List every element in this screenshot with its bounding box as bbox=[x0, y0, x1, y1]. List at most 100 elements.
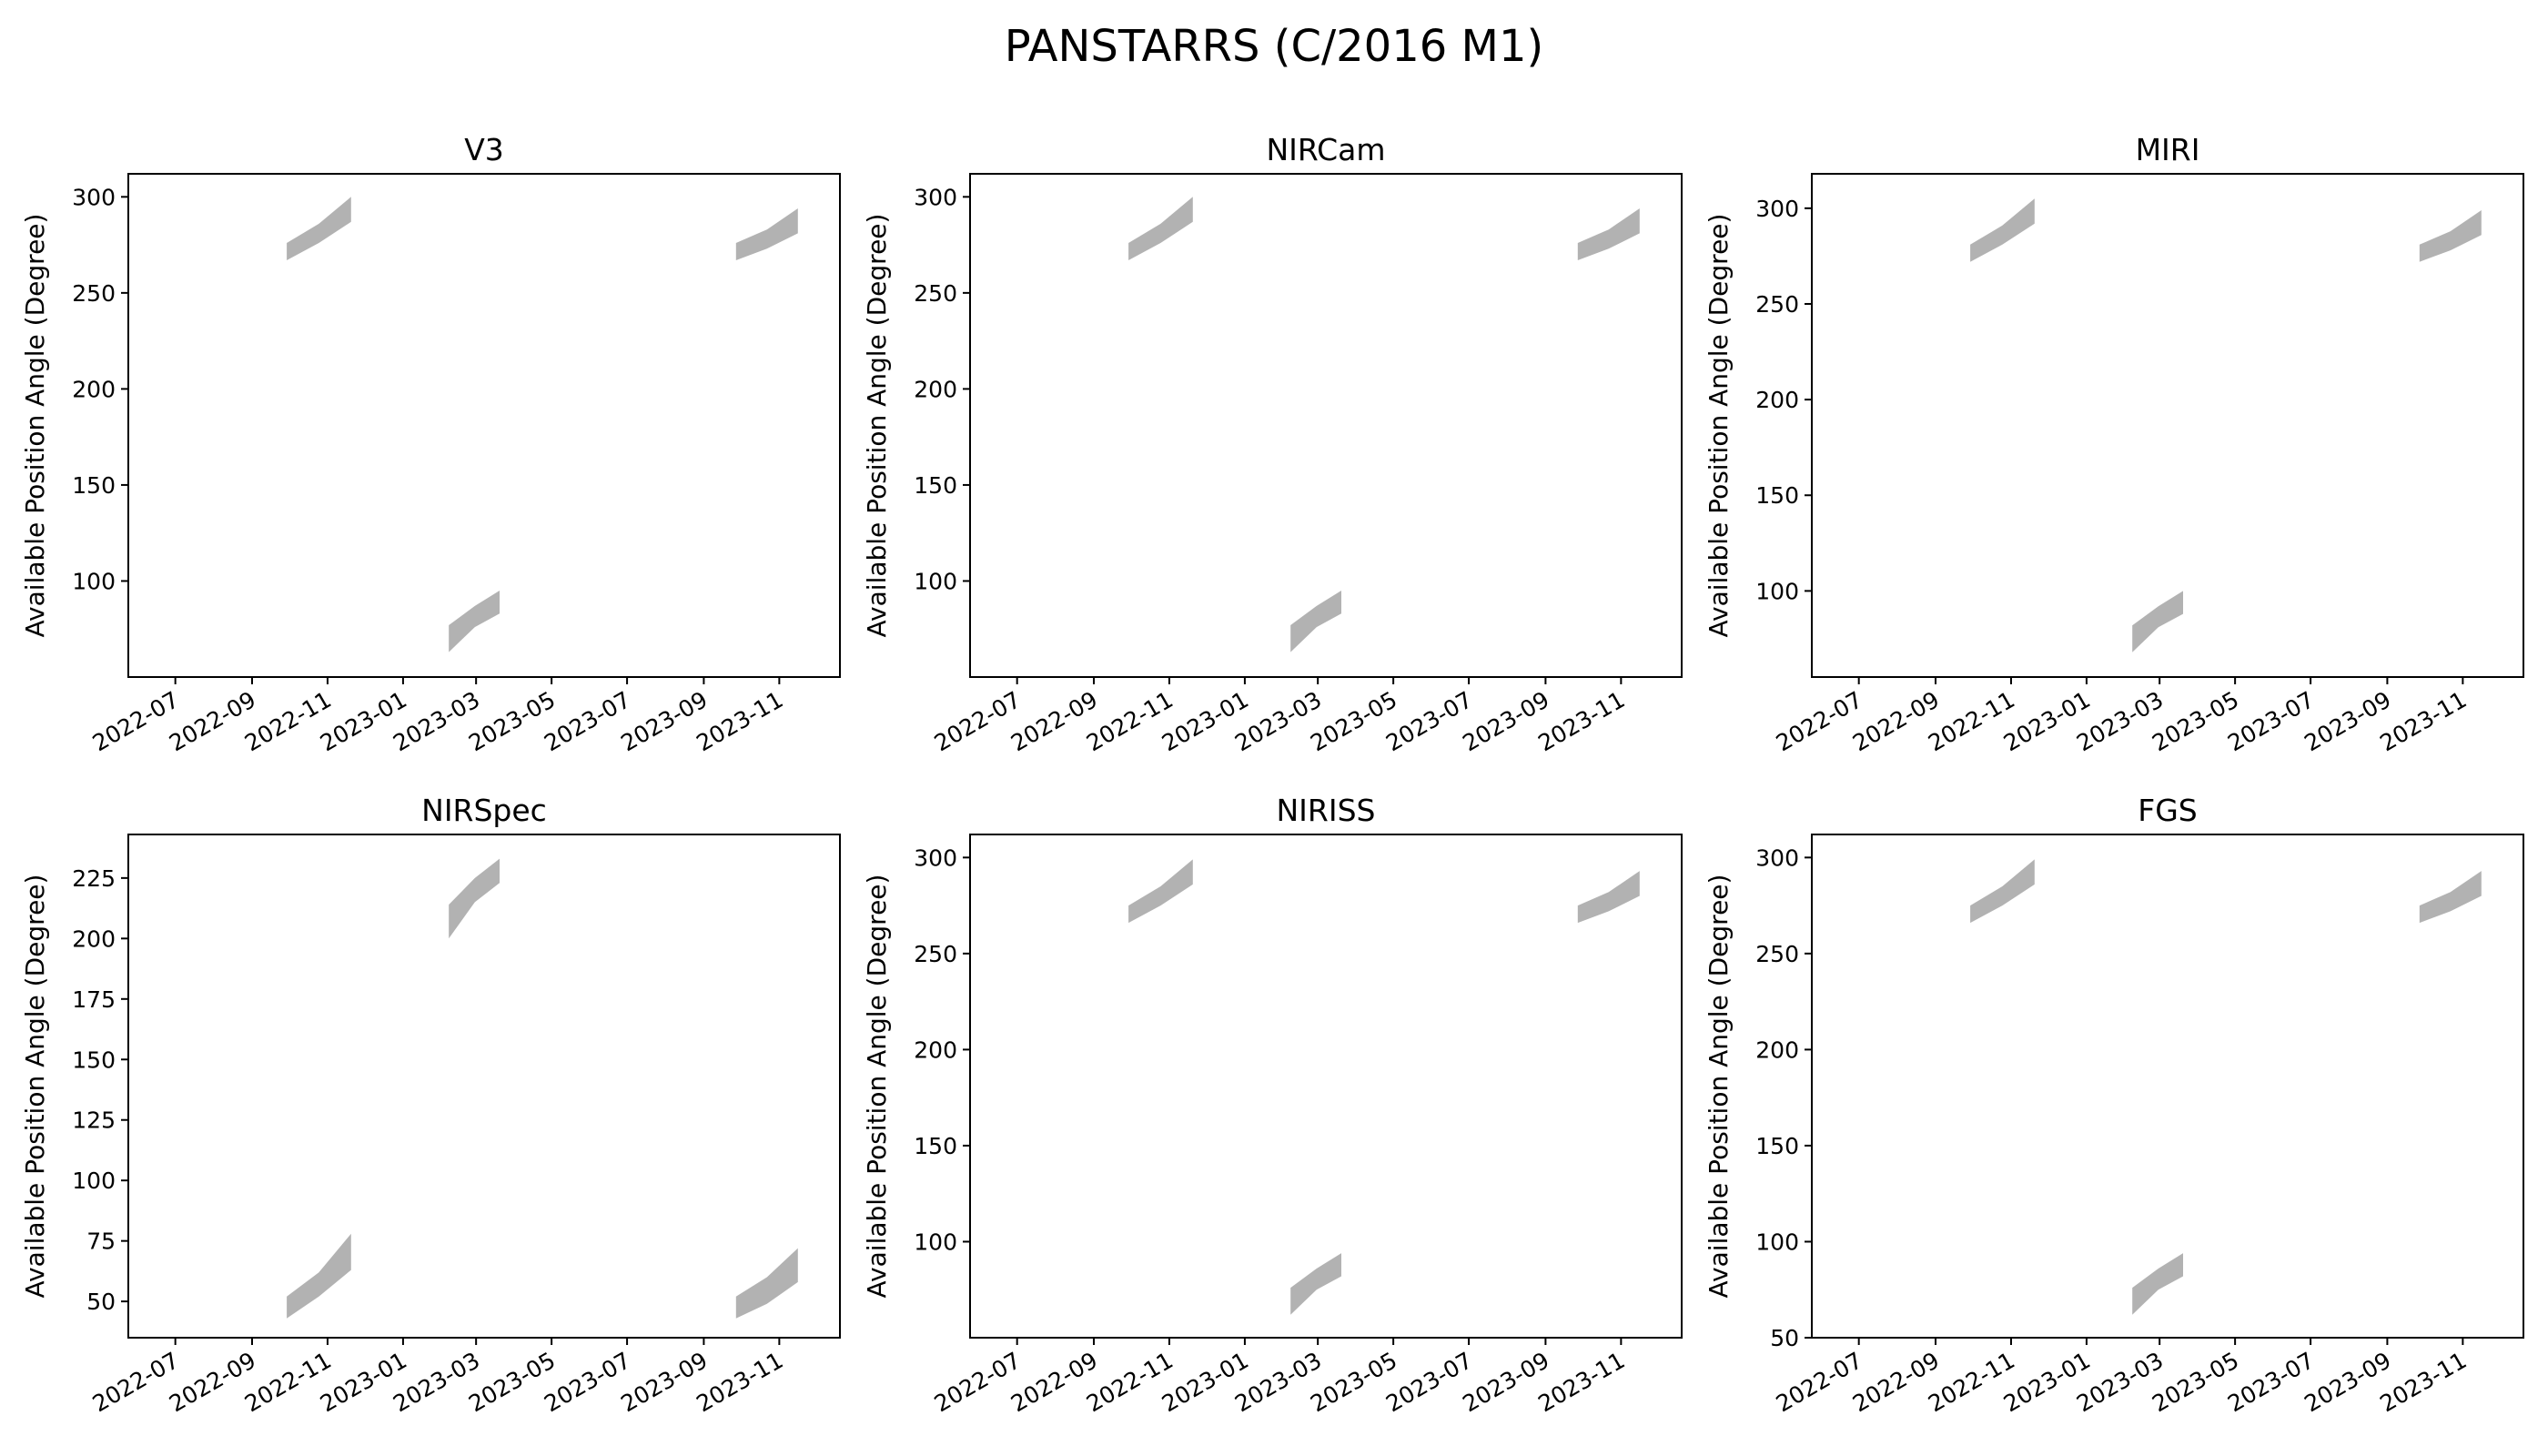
available-range-band bbox=[449, 858, 500, 939]
panels-container: 1001502002503002022-072022-092022-112023… bbox=[20, 132, 2524, 1417]
x-tick-label: 2023-11 bbox=[692, 686, 787, 756]
axes-frame bbox=[969, 834, 1683, 1339]
x-tick-label: 2023-07 bbox=[1381, 686, 1477, 756]
axes-frame bbox=[1811, 834, 2524, 1339]
x-tick-label: 2023-11 bbox=[2375, 686, 2471, 756]
subplot-title: NIRISS bbox=[1277, 793, 1376, 828]
x-tick-label: 2023-11 bbox=[692, 1347, 787, 1417]
available-range-band bbox=[1577, 208, 1640, 260]
y-axis-label: Available Position Angle (Degree) bbox=[20, 214, 50, 638]
x-tick-label: 2023-07 bbox=[2223, 686, 2319, 756]
y-tick-label: 100 bbox=[914, 568, 957, 594]
subplot-title: FGS bbox=[2138, 793, 2198, 828]
x-tick-label: 2023-09 bbox=[616, 1347, 712, 1417]
y-tick-label: 100 bbox=[914, 1228, 957, 1255]
x-tick-label: 2022-11 bbox=[240, 686, 336, 756]
y-tick-label: 200 bbox=[1755, 1036, 1799, 1063]
available-range-band bbox=[1290, 1253, 1341, 1315]
available-range-band bbox=[1128, 197, 1193, 260]
x-tick-label: 2022-09 bbox=[165, 686, 260, 756]
x-tick-label: 2023-05 bbox=[2148, 1347, 2243, 1417]
axes-frame bbox=[127, 834, 841, 1339]
subplot-nirspec: 50 75 100 125 150 175 200 225 2022-072022-092022… bbox=[20, 793, 841, 1417]
x-tick-label: 2022-07 bbox=[88, 1347, 184, 1417]
x-tick-label: 2023-07 bbox=[1381, 1347, 1477, 1417]
y-tick-label: 150 bbox=[72, 1046, 116, 1073]
y-tick-label: 50 bbox=[86, 1289, 116, 1315]
y-tick-label: 200 bbox=[72, 925, 116, 952]
y-tick-label: 100 bbox=[1755, 1228, 1799, 1255]
y-axis-label: Available Position Angle (Degree) bbox=[1704, 214, 1734, 638]
y-tick-label: 300 bbox=[72, 184, 116, 210]
x-tick-label: 2022-11 bbox=[1082, 686, 1178, 756]
y-tick-label: 100 bbox=[72, 1168, 116, 1194]
y-tick-label: 200 bbox=[914, 376, 957, 402]
y-tick-label: 200 bbox=[72, 376, 116, 402]
axes-frame bbox=[1811, 173, 2524, 678]
x-tick-label: 2022-09 bbox=[1006, 1347, 1102, 1417]
x-tick-label: 2023-11 bbox=[1533, 1347, 1629, 1417]
y-tick-label: 250 bbox=[1755, 941, 1799, 967]
x-tick-label: 2023-07 bbox=[540, 1347, 635, 1417]
y-tick-label: 150 bbox=[1755, 1133, 1799, 1159]
x-tick-label: 2023-11 bbox=[2375, 1347, 2471, 1417]
available-range-band bbox=[1128, 859, 1193, 924]
y-tick-label: 150 bbox=[72, 472, 116, 499]
x-tick-label: 2023-09 bbox=[1458, 686, 1553, 756]
x-tick-label: 2022-09 bbox=[1848, 1347, 1944, 1417]
available-range-band bbox=[287, 1233, 351, 1319]
y-tick-label: 200 bbox=[1755, 387, 1799, 413]
x-tick-label: 2023-05 bbox=[464, 1347, 560, 1417]
available-range-band bbox=[1970, 198, 2035, 262]
subplot-title: V3 bbox=[464, 132, 504, 167]
x-tick-label: 2022-09 bbox=[1848, 686, 1944, 756]
available-range-band bbox=[1577, 871, 1640, 924]
x-tick-label: 2022-09 bbox=[1006, 686, 1102, 756]
x-tick-label: 2023-09 bbox=[2300, 1347, 2395, 1417]
y-tick-label: 75 bbox=[86, 1228, 116, 1255]
y-tick-label: 250 bbox=[914, 941, 957, 967]
available-range-band bbox=[287, 197, 351, 260]
x-tick-label: 2023-07 bbox=[540, 686, 635, 756]
x-tick-label: 2022-09 bbox=[165, 1347, 260, 1417]
x-tick-label: 2022-07 bbox=[1772, 1347, 1867, 1417]
y-axis-label: Available Position Angle (Degree) bbox=[862, 875, 892, 1299]
x-tick-label: 2022-07 bbox=[930, 1347, 1026, 1417]
y-tick-label: 200 bbox=[914, 1036, 957, 1063]
y-tick-label: 300 bbox=[1755, 844, 1799, 871]
y-tick-label: 225 bbox=[72, 865, 116, 892]
available-range-band bbox=[2132, 591, 2183, 652]
x-tick-label: 2022-07 bbox=[88, 686, 184, 756]
x-tick-label: 2023-05 bbox=[1306, 686, 1401, 756]
available-range-band bbox=[735, 1248, 798, 1319]
x-tick-label: 2023-09 bbox=[2300, 686, 2395, 756]
available-range-band bbox=[2419, 871, 2482, 924]
x-tick-label: 2022-11 bbox=[1924, 1347, 2019, 1417]
subplot-title: NIRSpec bbox=[421, 793, 547, 828]
y-tick-label: 250 bbox=[72, 280, 116, 307]
y-tick-label: 300 bbox=[914, 184, 957, 210]
x-tick-label: 2022-11 bbox=[240, 1347, 336, 1417]
y-tick-label: 300 bbox=[1755, 196, 1799, 222]
y-tick-label: 175 bbox=[72, 986, 116, 1013]
x-tick-label: 2023-09 bbox=[1458, 1347, 1553, 1417]
y-tick-label: 150 bbox=[1755, 482, 1799, 509]
x-tick-label: 2023-05 bbox=[464, 686, 560, 756]
available-range-band bbox=[1970, 859, 2035, 924]
y-tick-label: 150 bbox=[914, 1133, 957, 1159]
subplot-title: NIRCam bbox=[1266, 132, 1385, 167]
x-tick-label: 2023-05 bbox=[2148, 686, 2243, 756]
x-tick-label: 2023-05 bbox=[1306, 1347, 1401, 1417]
y-tick-label: 50 bbox=[1770, 1325, 1799, 1351]
y-tick-label: 150 bbox=[914, 472, 957, 499]
y-tick-label: 100 bbox=[1755, 578, 1799, 604]
x-tick-label: 2022-07 bbox=[930, 686, 1026, 756]
y-tick-label: 100 bbox=[72, 568, 116, 594]
y-axis-label: Available Position Angle (Degree) bbox=[1704, 875, 1734, 1299]
